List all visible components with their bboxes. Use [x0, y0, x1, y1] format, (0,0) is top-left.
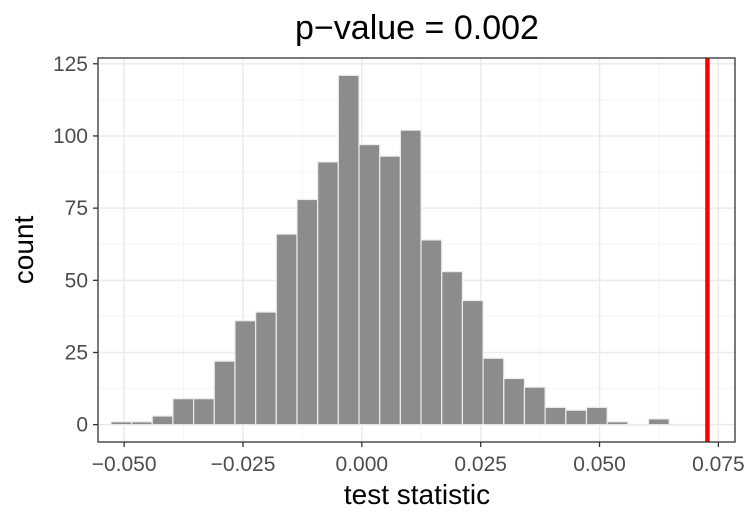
histogram-bar: [544, 406, 567, 426]
x-tick-label: 0.025: [454, 453, 507, 476]
histogram-bar: [668, 424, 691, 427]
y-tick-label: 50: [65, 269, 88, 292]
histogram-bar: [296, 198, 319, 426]
histogram-bar: [565, 409, 588, 426]
histogram-bar: [585, 406, 608, 426]
histogram-bar: [213, 360, 236, 426]
histogram-bar: [647, 418, 670, 426]
histogram-bar: [234, 320, 257, 426]
x-tick-label: −0.025: [211, 453, 276, 476]
histogram-bar: [192, 398, 215, 426]
histogram-bar: [627, 424, 650, 427]
x-tick-label: −0.050: [92, 453, 157, 476]
histogram-bar: [503, 377, 526, 426]
histogram-bar: [275, 233, 298, 426]
x-axis: −0.050 −0.025 0.000 0.025 0.050 0.075: [92, 442, 745, 476]
x-tick-label: 0.050: [573, 453, 626, 476]
panel-border: [97, 57, 736, 443]
y-tick-label: 100: [53, 125, 88, 148]
histogram-bar: [337, 74, 360, 426]
y-axis: 0 25 50 75 100 125: [53, 53, 98, 437]
histogram-bar: [358, 144, 381, 426]
histogram-bar: [130, 421, 153, 426]
histogram-bar: [379, 155, 401, 426]
y-axis-title: count: [8, 216, 39, 285]
histogram-bar: [523, 386, 546, 426]
histogram-bar: [606, 421, 629, 426]
x-tick-label: 0.075: [692, 453, 745, 476]
histogram-bar: [399, 129, 422, 426]
x-tick-label: 0.000: [336, 453, 389, 476]
histogram-bar: [441, 271, 464, 426]
x-axis-title: test statistic: [344, 479, 490, 510]
y-tick-label: 75: [65, 197, 88, 220]
y-tick-label: 125: [53, 53, 88, 76]
chart-title: p−value = 0.002: [295, 9, 539, 47]
histogram-bar: [461, 299, 484, 426]
histogram-bar: [172, 398, 195, 426]
histogram-bar: [255, 311, 277, 426]
histogram-bar: [689, 424, 712, 427]
y-tick-label: 25: [65, 341, 88, 364]
histogram-bar: [482, 357, 505, 426]
histogram-bar: [420, 239, 443, 426]
histogram-bars: [110, 74, 712, 427]
histogram-bar: [317, 161, 339, 426]
y-tick-label: 0: [76, 414, 88, 437]
histogram-bar: [110, 421, 133, 426]
histogram-bar: [151, 415, 174, 426]
